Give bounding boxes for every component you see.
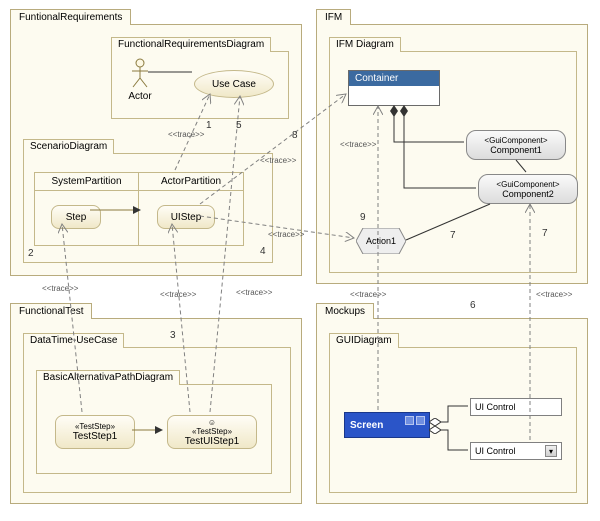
testuistep1-stereo: «TestStep» — [192, 427, 232, 436]
package-tab-ifm: IFM — [316, 9, 351, 25]
package-mockups: Mockups GUIDiagram Screen UI Control UI … — [316, 318, 588, 504]
teststep1-stereo: «TestStep» — [75, 422, 115, 431]
component1-node: <GuiComponent> Component1 — [466, 130, 566, 160]
trace-lbl-6: <<trace>> — [536, 290, 572, 299]
num-9: 9 — [360, 212, 366, 223]
trace-lbl-4: <<trace>> — [268, 230, 304, 239]
diagram-tab-ifmd: IFM Diagram — [329, 37, 401, 52]
num-2: 2 — [28, 248, 34, 259]
component2-label: Component2 — [502, 189, 554, 199]
system-partition-header: SystemPartition — [35, 173, 139, 191]
num-4: 4 — [260, 246, 266, 257]
usecase-label: Use Case — [212, 79, 256, 90]
dropdown-icon: ▾ — [545, 445, 557, 457]
teststep1-label: TestStep1 — [73, 431, 117, 442]
container-label: Container — [349, 71, 439, 86]
actor-partition-header: ActorPartition — [139, 173, 243, 191]
package-tab-ft: FunctionalTest — [10, 303, 92, 319]
component2-node: <GuiComponent> Component2 — [478, 174, 578, 204]
step-label: Step — [66, 212, 87, 223]
num-1: 1 — [206, 120, 212, 131]
num-6: 6 — [470, 300, 476, 311]
num-7b: 7 — [542, 228, 548, 239]
diagram-sd: ScenarioDiagram SystemPartition ActorPar… — [23, 153, 273, 263]
uicontrol1-node: UI Control — [470, 398, 562, 416]
uicontrol2-node: UI Control ▾ — [470, 442, 562, 460]
action1-node: Action1 — [356, 228, 406, 254]
trace-lbl-8: <<trace>> — [260, 156, 296, 165]
step-node: Step — [51, 205, 101, 229]
num-3: 3 — [170, 330, 176, 341]
partition-table: SystemPartition ActorPartition Step UISt… — [34, 172, 244, 246]
trace-lbl-3: <<trace>> — [160, 290, 196, 299]
num-5: 5 — [236, 120, 242, 131]
teststep1-node: «TestStep» TestStep1 — [55, 415, 135, 449]
diagram-tab-frd: FunctionalRequirementsDiagram — [111, 37, 271, 52]
trace-lbl-9a: <<trace>> — [340, 140, 376, 149]
diagram-guid: GUIDiagram Screen UI Control UI Control … — [329, 347, 577, 493]
uicontrol1-label: UI Control — [475, 402, 516, 412]
trace-lbl-1: <<trace>> — [168, 130, 204, 139]
uistep-node: UIStep — [157, 205, 215, 229]
diagram-tab-guid: GUIDiagram — [329, 333, 399, 348]
component2-stereo: <GuiComponent> — [496, 180, 559, 189]
diagram-tab-sd: ScenarioDiagram — [23, 139, 114, 154]
package-tab-fr: FuntionalRequirements — [10, 9, 131, 25]
diagram-bapd: BasicAlternativaPathDiagram «TestStep» T… — [36, 384, 272, 474]
uistep-label: UIStep — [171, 212, 202, 223]
component1-stereo: <GuiComponent> — [484, 136, 547, 145]
actor-node: Actor — [122, 58, 158, 102]
diagram-dtuc: DataTime-UseCase BasicAlternativaPathDia… — [23, 347, 291, 493]
trace-lbl-5: <<trace>> — [236, 288, 272, 297]
component1-label: Component1 — [490, 145, 542, 155]
trace-lbl-9b: <<trace>> — [350, 290, 386, 299]
testuistep1-node: ☺ «TestStep» TestUIStep1 — [167, 415, 257, 449]
usecase-node: Use Case — [194, 70, 274, 98]
num-8: 8 — [292, 130, 298, 141]
screen-label: Screen — [350, 420, 383, 431]
diagram-tab-dtuc: DataTime-UseCase — [23, 333, 124, 348]
testuistep1-label: TestUIStep1 — [185, 436, 239, 447]
package-tab-mock: Mockups — [316, 303, 374, 319]
package-ifm: IFM IFM Diagram Container <GuiComponent>… — [316, 24, 588, 284]
num-7a: 7 — [450, 230, 456, 241]
trace-lbl-2: <<trace>> — [42, 284, 78, 293]
screen-node: Screen — [344, 412, 430, 438]
diagram-tab-bapd: BasicAlternativaPathDiagram — [36, 370, 180, 385]
action1-label: Action1 — [366, 236, 396, 246]
actor-label: Actor — [122, 91, 158, 102]
uicontrol2-label: UI Control — [475, 446, 516, 456]
package-functional-requirements: FuntionalRequirements FunctionalRequirem… — [10, 24, 302, 276]
diagram-frd: FunctionalRequirementsDiagram Actor Use … — [111, 51, 289, 119]
package-functional-test: FunctionalTest DataTime-UseCase BasicAlt… — [10, 318, 302, 504]
actor-icon — [130, 58, 150, 88]
container-node: Container — [348, 70, 440, 106]
